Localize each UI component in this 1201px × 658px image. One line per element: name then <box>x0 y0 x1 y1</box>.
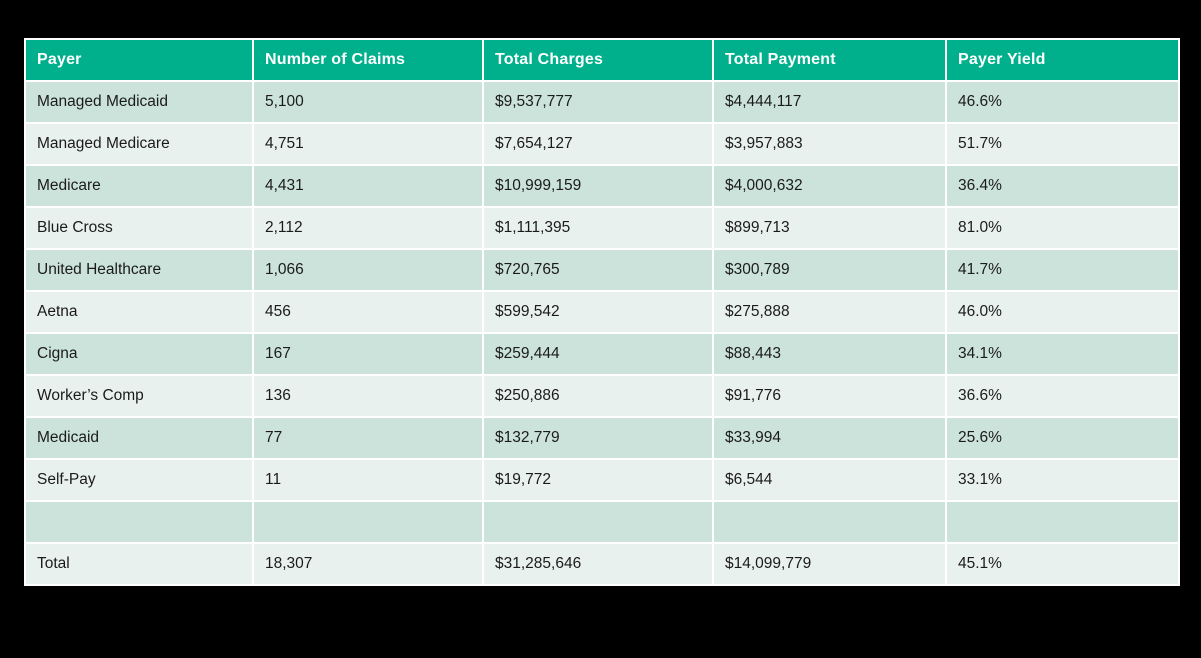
cell-yield: 34.1% <box>945 332 1180 376</box>
table-row-self-pay: Self-Pay 11 $19,772 $6,544 33.1% <box>24 458 1180 502</box>
cell-claims: 18,307 <box>252 542 484 586</box>
table-row-blue-cross: Blue Cross 2,112 $1,111,395 $899,713 81.… <box>24 206 1180 250</box>
cell-yield: 46.0% <box>945 290 1180 334</box>
cell-payer: Medicaid <box>24 416 254 460</box>
cell-charges: $720,765 <box>482 248 714 292</box>
cell-claims <box>252 500 484 544</box>
column-header-total-charges: Total Charges <box>482 38 714 82</box>
table-row-total: Total 18,307 $31,285,646 $14,099,779 45.… <box>24 542 1180 586</box>
cell-payment: $4,000,632 <box>712 164 947 208</box>
cell-yield <box>945 500 1180 544</box>
cell-yield: 45.1% <box>945 542 1180 586</box>
table-row-aetna: Aetna 456 $599,542 $275,888 46.0% <box>24 290 1180 334</box>
table-row-united-healthcare: United Healthcare 1,066 $720,765 $300,78… <box>24 248 1180 292</box>
cell-payment: $88,443 <box>712 332 947 376</box>
cell-yield: 51.7% <box>945 122 1180 166</box>
table-row-medicare: Medicare 4,431 $10,999,159 $4,000,632 36… <box>24 164 1180 208</box>
cell-yield: 33.1% <box>945 458 1180 502</box>
cell-payment: $4,444,117 <box>712 80 947 124</box>
cell-charges: $599,542 <box>482 290 714 334</box>
column-header-payer: Payer <box>24 38 254 82</box>
cell-charges: $250,886 <box>482 374 714 418</box>
cell-payer: United Healthcare <box>24 248 254 292</box>
cell-payer: Cigna <box>24 332 254 376</box>
cell-claims: 4,431 <box>252 164 484 208</box>
cell-charges: $259,444 <box>482 332 714 376</box>
cell-payment <box>712 500 947 544</box>
cell-charges: $132,779 <box>482 416 714 460</box>
cell-charges: $7,654,127 <box>482 122 714 166</box>
table-row-managed-medicare: Managed Medicare 4,751 $7,654,127 $3,957… <box>24 122 1180 166</box>
cell-charges: $1,111,395 <box>482 206 714 250</box>
column-header-payer-yield: Payer Yield <box>945 38 1180 82</box>
cell-claims: 167 <box>252 332 484 376</box>
cell-payer: Medicare <box>24 164 254 208</box>
payer-yield-table: Payer Number of Claims Total Charges Tot… <box>24 38 1180 586</box>
cell-payer: Aetna <box>24 290 254 334</box>
cell-payment: $14,099,779 <box>712 542 947 586</box>
cell-claims: 456 <box>252 290 484 334</box>
table-row-workers-comp: Worker’s Comp 136 $250,886 $91,776 36.6% <box>24 374 1180 418</box>
header-row: Payer Number of Claims Total Charges Tot… <box>24 38 1180 82</box>
cell-payment: $91,776 <box>712 374 947 418</box>
cell-claims: 1,066 <box>252 248 484 292</box>
cell-payment: $3,957,883 <box>712 122 947 166</box>
cell-payer: Blue Cross <box>24 206 254 250</box>
cell-yield: 36.4% <box>945 164 1180 208</box>
cell-claims: 5,100 <box>252 80 484 124</box>
cell-yield: 81.0% <box>945 206 1180 250</box>
cell-yield: 36.6% <box>945 374 1180 418</box>
cell-charges: $9,537,777 <box>482 80 714 124</box>
cell-payer: Total <box>24 542 254 586</box>
table-row-managed-medicaid: Managed Medicaid 5,100 $9,537,777 $4,444… <box>24 80 1180 124</box>
cell-payer: Worker’s Comp <box>24 374 254 418</box>
table-row-empty <box>24 500 1180 544</box>
cell-payment: $899,713 <box>712 206 947 250</box>
cell-payment: $300,789 <box>712 248 947 292</box>
cell-yield: 41.7% <box>945 248 1180 292</box>
table-row-cigna: Cigna 167 $259,444 $88,443 34.1% <box>24 332 1180 376</box>
cell-payer: Self-Pay <box>24 458 254 502</box>
cell-payment: $6,544 <box>712 458 947 502</box>
cell-claims: 11 <box>252 458 484 502</box>
cell-payment: $33,994 <box>712 416 947 460</box>
table-row-medicaid: Medicaid 77 $132,779 $33,994 25.6% <box>24 416 1180 460</box>
cell-payer <box>24 500 254 544</box>
cell-yield: 46.6% <box>945 80 1180 124</box>
cell-payer: Managed Medicare <box>24 122 254 166</box>
cell-claims: 2,112 <box>252 206 484 250</box>
cell-payment: $275,888 <box>712 290 947 334</box>
cell-charges <box>482 500 714 544</box>
cell-payer: Managed Medicaid <box>24 80 254 124</box>
cell-charges: $19,772 <box>482 458 714 502</box>
cell-claims: 77 <box>252 416 484 460</box>
cell-claims: 136 <box>252 374 484 418</box>
cell-charges: $31,285,646 <box>482 542 714 586</box>
column-header-number-of-claims: Number of Claims <box>252 38 484 82</box>
cell-claims: 4,751 <box>252 122 484 166</box>
cell-charges: $10,999,159 <box>482 164 714 208</box>
column-header-total-payment: Total Payment <box>712 38 947 82</box>
cell-yield: 25.6% <box>945 416 1180 460</box>
